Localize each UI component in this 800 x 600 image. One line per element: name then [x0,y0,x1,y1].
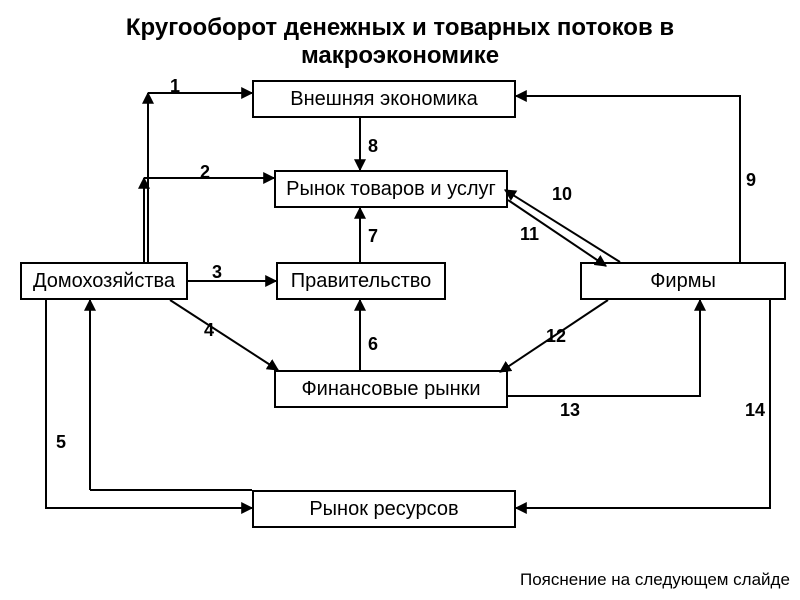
node-households: Домохозяйства [20,262,188,300]
node-government: Правительство [276,262,446,300]
node-label: Рынок товаров и услуг [286,178,496,201]
edge-label-10: 10 [552,184,572,205]
edge-label-9: 9 [746,170,756,191]
node-label: Финансовые рынки [301,378,480,401]
node-firms: Фирмы [580,262,786,300]
footnote: Пояснение на следующем слайде [520,570,790,590]
edge-label-13: 13 [560,400,580,421]
edge-label-14: 14 [745,400,765,421]
edge-label-3: 3 [212,262,222,283]
node-label: Внешняя экономика [290,88,478,111]
node-resource-market: Рынок ресурсов [252,490,516,528]
node-external-economy: Внешняя экономика [252,80,516,118]
edge-label-6: 6 [368,334,378,355]
node-label: Фирмы [650,270,716,293]
node-financial-markets: Финансовые рынки [274,370,508,408]
edge-label-2: 2 [200,162,210,183]
title-line2: макроэкономике [301,42,499,69]
page-title: Кругооборот денежных и товарных потоков … [0,14,800,70]
node-goods-market: Рынок товаров и услуг [274,170,508,208]
title-line1: Кругооборот денежных и товарных потоков … [126,14,674,41]
node-label: Рынок ресурсов [309,498,458,521]
edge-label-5: 5 [56,432,66,453]
edge-label-8: 8 [368,136,378,157]
edge-label-1: 1 [170,76,180,97]
edge-label-7: 7 [368,226,378,247]
node-label: Домохозяйства [33,270,175,293]
edge-label-4: 4 [204,320,214,341]
edge-label-12: 12 [546,326,566,347]
edge-label-11: 11 [520,224,539,245]
node-label: Правительство [291,270,432,293]
